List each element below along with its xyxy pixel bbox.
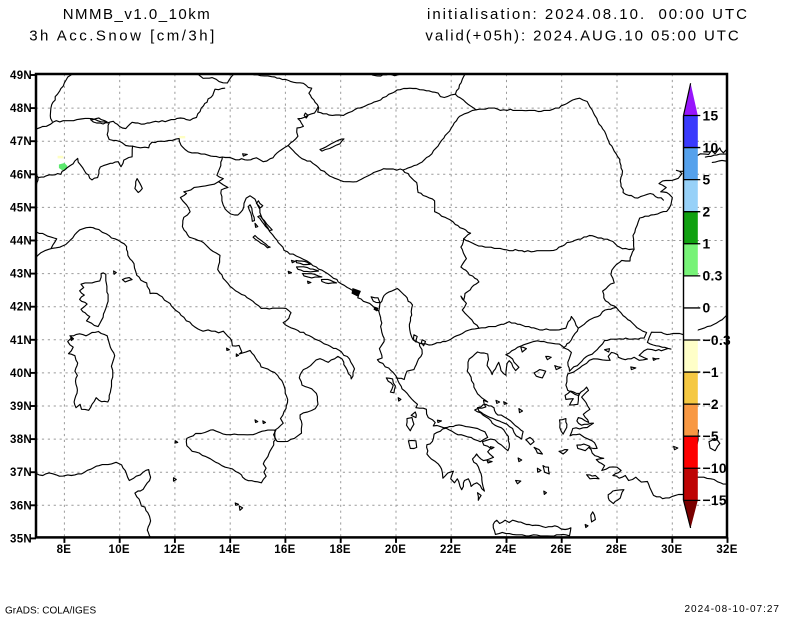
- svg-text:37N: 37N: [10, 467, 32, 479]
- svg-text:5: 5: [703, 172, 711, 187]
- svg-text:0.3: 0.3: [703, 269, 723, 284]
- svg-text:36N: 36N: [10, 500, 32, 512]
- svg-text:43N: 43N: [10, 269, 32, 281]
- svg-text:46N: 46N: [10, 169, 32, 181]
- svg-text:10: 10: [703, 140, 719, 155]
- svg-text:−15: −15: [703, 493, 727, 508]
- svg-text:38N: 38N: [10, 434, 32, 446]
- svg-text:GrADS: COLA/IGES: GrADS: COLA/IGES: [5, 606, 96, 617]
- svg-text:10E: 10E: [109, 544, 130, 556]
- svg-text:2: 2: [703, 205, 711, 220]
- svg-text:47N: 47N: [10, 136, 32, 148]
- svg-text:49N: 49N: [10, 70, 32, 82]
- svg-text:24E: 24E: [495, 544, 516, 556]
- svg-text:45N: 45N: [10, 202, 32, 214]
- svg-text:−1: −1: [703, 365, 719, 380]
- svg-text:8E: 8E: [57, 544, 72, 556]
- svg-text:26E: 26E: [551, 544, 572, 556]
- svg-text:15: 15: [703, 108, 719, 123]
- svg-text:42N: 42N: [10, 302, 32, 314]
- svg-text:valid(+05h): 2024.AUG.10 05:00: valid(+05h): 2024.AUG.10 05:00 UTC: [425, 28, 740, 45]
- svg-text:1: 1: [703, 237, 711, 252]
- svg-text:28E: 28E: [606, 544, 627, 556]
- svg-text:20E: 20E: [385, 544, 406, 556]
- svg-text:22E: 22E: [440, 544, 461, 556]
- svg-text:44N: 44N: [10, 236, 32, 248]
- svg-text:3h Acc.Snow [cm/3h]: 3h Acc.Snow [cm/3h]: [29, 28, 217, 45]
- svg-text:−2: −2: [703, 397, 719, 412]
- svg-text:41N: 41N: [10, 335, 32, 347]
- svg-text:initialisation: 2024.08.10. 0: initialisation: 2024.08.10. 00:00 UTC: [427, 6, 749, 23]
- svg-text:−0.3: −0.3: [703, 333, 731, 348]
- svg-text:40N: 40N: [10, 368, 32, 380]
- svg-text:18E: 18E: [330, 544, 351, 556]
- svg-text:32E: 32E: [716, 544, 737, 556]
- svg-text:16E: 16E: [274, 544, 295, 556]
- svg-text:35N: 35N: [10, 533, 32, 545]
- svg-text:−5: −5: [703, 429, 719, 444]
- svg-text:0: 0: [703, 301, 711, 316]
- svg-text:14E: 14E: [219, 544, 240, 556]
- svg-text:2024-08-10-07:27: 2024-08-10-07:27: [684, 604, 780, 615]
- svg-text:−10: −10: [703, 461, 727, 476]
- svg-text:30E: 30E: [661, 544, 682, 556]
- svg-text:NMMB_v1.0_10km: NMMB_v1.0_10km: [63, 6, 212, 23]
- svg-text:12E: 12E: [164, 544, 185, 556]
- svg-text:48N: 48N: [10, 103, 32, 115]
- svg-text:39N: 39N: [10, 401, 32, 413]
